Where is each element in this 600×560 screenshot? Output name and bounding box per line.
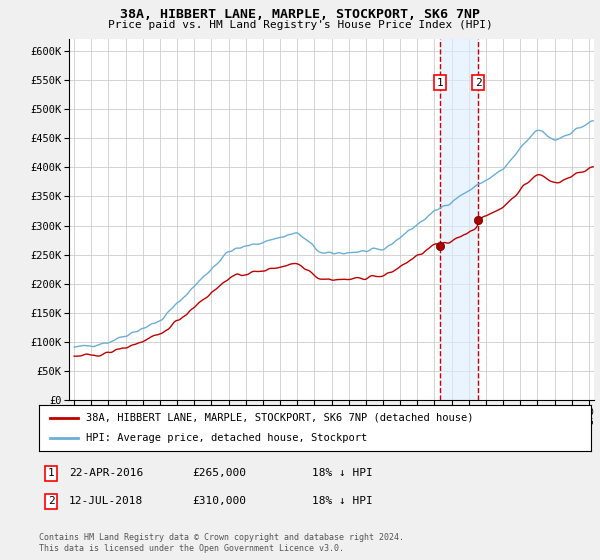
- Text: 1: 1: [436, 77, 443, 87]
- Text: £310,000: £310,000: [192, 496, 246, 506]
- Text: Contains HM Land Registry data © Crown copyright and database right 2024.
This d: Contains HM Land Registry data © Crown c…: [39, 533, 404, 553]
- Text: 38A, HIBBERT LANE, MARPLE, STOCKPORT, SK6 7NP (detached house): 38A, HIBBERT LANE, MARPLE, STOCKPORT, SK…: [86, 413, 473, 423]
- Bar: [440, 39, 478, 400]
- Text: 2: 2: [47, 496, 55, 506]
- Text: HPI: Average price, detached house, Stockport: HPI: Average price, detached house, Stoc…: [86, 433, 367, 443]
- Text: Price paid vs. HM Land Registry's House Price Index (HPI): Price paid vs. HM Land Registry's House …: [107, 20, 493, 30]
- Text: 22-APR-2016: 22-APR-2016: [69, 468, 143, 478]
- Text: £265,000: £265,000: [192, 468, 246, 478]
- Text: 12-JUL-2018: 12-JUL-2018: [69, 496, 143, 506]
- Text: 18% ↓ HPI: 18% ↓ HPI: [312, 496, 373, 506]
- Text: 2: 2: [475, 77, 481, 87]
- Text: 1: 1: [47, 468, 55, 478]
- Text: 18% ↓ HPI: 18% ↓ HPI: [312, 468, 373, 478]
- Text: 38A, HIBBERT LANE, MARPLE, STOCKPORT, SK6 7NP: 38A, HIBBERT LANE, MARPLE, STOCKPORT, SK…: [120, 8, 480, 21]
